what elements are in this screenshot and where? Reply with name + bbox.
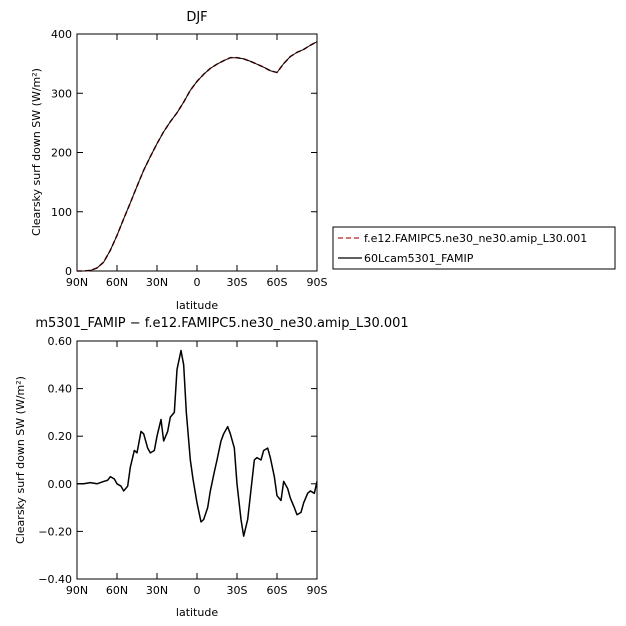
top-xtick-label: 90N [66, 276, 88, 289]
bottom-xtick-label: 30S [227, 584, 248, 597]
top-plot-frame [76, 33, 318, 272]
legend-label-0: f.e12.FAMIPC5.ne30_ne30.amip_L30.001 [364, 232, 587, 245]
top-x-ticks: 90N 60N 30N 0 30S 60S 90S [66, 34, 328, 289]
top-title: DJF [186, 10, 207, 25]
bottom-ytick-label: 0.20 [48, 430, 73, 443]
bottom-xlabel: latitude [176, 606, 218, 619]
top-xtick-label: 0 [194, 276, 201, 289]
top-panel: DJF 0 100 200 300 400 90N 60N 30N 0 30S 60S 90S la… [30, 10, 328, 312]
bottom-xtick-label: 90N [66, 584, 88, 597]
bottom-xtick-label: 90S [307, 584, 328, 597]
bottom-x-ticks: 90N 60N 30N 0 30S 60S 90S [66, 341, 328, 597]
bottom-ytick-label: 0.60 [48, 335, 73, 348]
legend-box [332, 226, 616, 270]
bottom-series-lines [77, 349, 318, 537]
bottom-ylabel: Clearsky surf down SW (W/m²) [14, 376, 27, 544]
bottom-ytick-label: 0.40 [48, 383, 73, 396]
top-xtick-label: 60S [267, 276, 288, 289]
bottom-y-ticks: −0.40 −0.20 0.00 0.20 0.40 0.60 [38, 335, 317, 586]
bottom-ytick-label: −0.20 [38, 525, 72, 538]
bottom-title: m5301_FAMIP − f.e12.FAMIPC5.ne30_ne30.am… [35, 316, 408, 331]
top-xtick-label: 90S [307, 276, 328, 289]
bottom-plot-frame [76, 340, 318, 580]
top-series-lines [77, 40, 318, 272]
bottom-xtick-label: 30N [146, 584, 168, 597]
top-ytick-label: 0 [65, 265, 72, 278]
bottom-xtick-label: 0 [194, 584, 201, 597]
legend-label-1: 60Lcam5301_FAMIP [364, 252, 474, 265]
top-ytick-label: 100 [51, 206, 72, 219]
top-ylabel: Clearsky surf down SW (W/m²) [30, 68, 43, 236]
bottom-xtick-label: 60S [267, 584, 288, 597]
top-series-line-1 [77, 41, 318, 272]
top-xlabel: latitude [176, 299, 218, 312]
bottom-ytick-label: 0.00 [48, 478, 73, 491]
bottom-xtick-label: 60N [106, 584, 128, 597]
bottom-series-line-0 [77, 349, 318, 537]
bottom-panel: m5301_FAMIP − f.e12.FAMIPC5.ne30_ne30.am… [14, 316, 409, 619]
top-xtick-label: 60N [106, 276, 128, 289]
legend: f.e12.FAMIPC5.ne30_ne30.amip_L30.001 60L… [332, 226, 616, 270]
top-xtick-label: 30S [227, 276, 248, 289]
top-series-line-0 [77, 40, 318, 272]
top-ytick-label: 400 [51, 28, 72, 41]
bottom-ytick-label: −0.40 [38, 573, 72, 586]
top-ytick-label: 300 [51, 87, 72, 100]
top-y-ticks: 0 100 200 300 400 [51, 28, 317, 278]
top-xtick-label: 30N [146, 276, 168, 289]
top-ytick-label: 200 [51, 147, 72, 160]
